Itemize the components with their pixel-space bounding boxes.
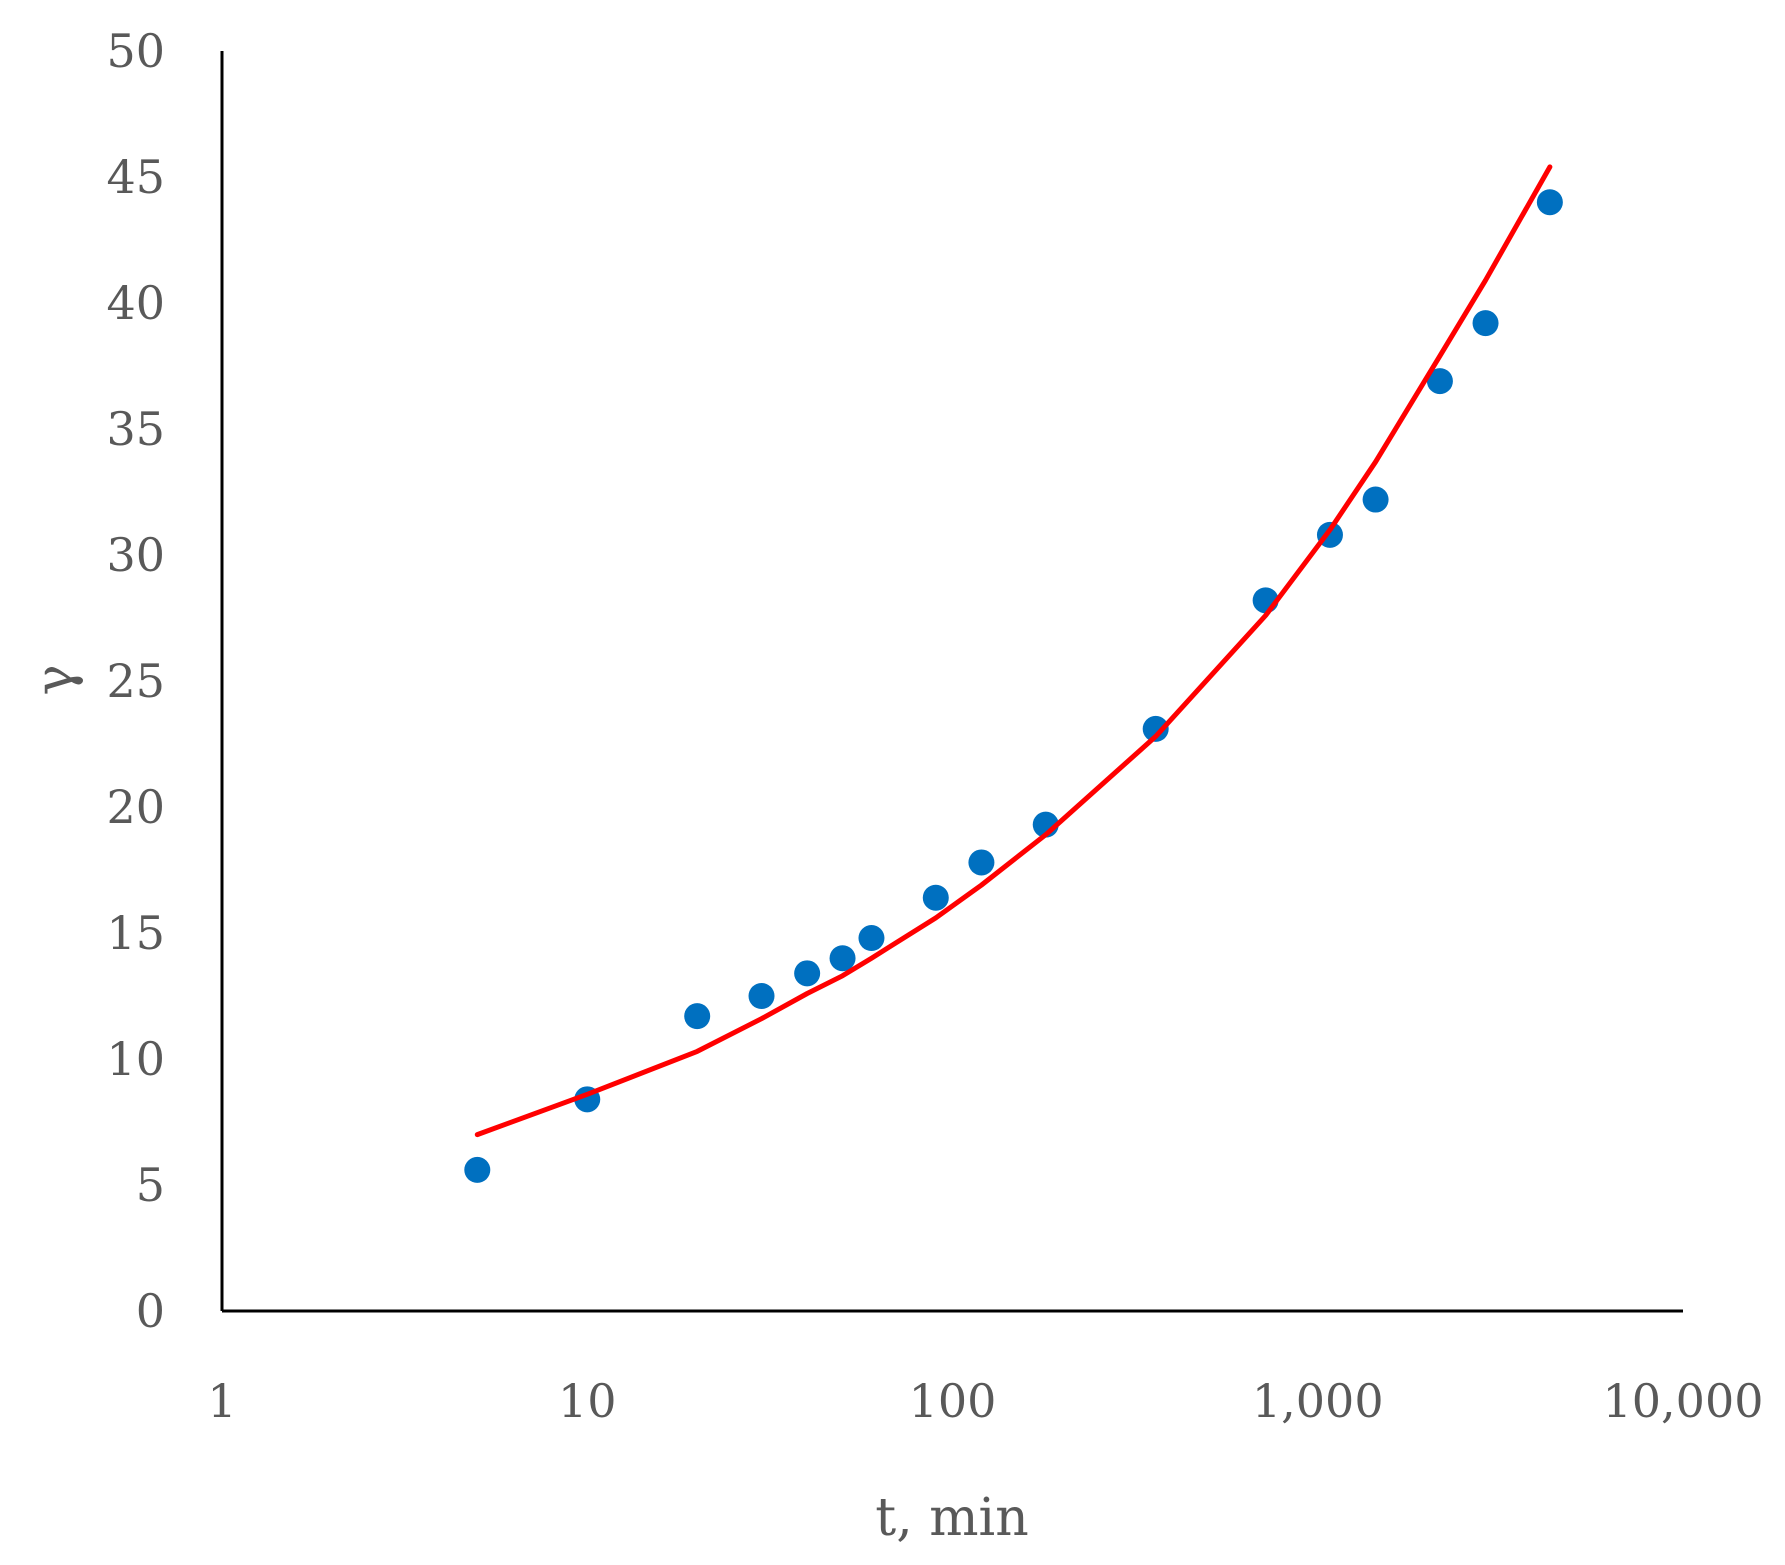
- data-point: [684, 1003, 711, 1030]
- data-point: [794, 960, 821, 987]
- data-point: [1536, 189, 1563, 216]
- fit-curve: [474, 164, 1553, 1138]
- y-tick-label: 25: [106, 654, 165, 708]
- data-point: [829, 945, 856, 972]
- y-tick-label: 10: [106, 1032, 165, 1086]
- y-axis-title: γ: [25, 664, 85, 695]
- y-tick-label: 45: [106, 150, 165, 204]
- x-tick-label: 10,000: [1603, 1374, 1764, 1428]
- y-tick-label: 50: [106, 24, 165, 78]
- y-tick-label: 35: [106, 402, 165, 456]
- y-tick-label: 15: [106, 906, 165, 960]
- y-tick-labels: 0 5 10 15 20 25 30 35 40 45 50: [106, 24, 165, 1338]
- data-point: [464, 1156, 491, 1183]
- x-tick-labels: 1 10 100 1,000 10,000: [207, 1374, 1763, 1428]
- data-point: [968, 849, 995, 876]
- y-tick-label: 20: [106, 780, 165, 834]
- data-point: [858, 925, 885, 952]
- data-point: [922, 884, 949, 911]
- data-point: [1426, 368, 1453, 395]
- data-point: [748, 983, 775, 1009]
- data-point: [1472, 310, 1499, 337]
- x-tick-label: 1: [207, 1374, 236, 1428]
- y-tick-label: 40: [106, 276, 165, 330]
- data-point: [1142, 715, 1169, 742]
- y-tick-label: 5: [136, 1158, 165, 1212]
- x-axis-title: t, min: [875, 1488, 1028, 1548]
- series-layer: [464, 164, 1563, 1183]
- y-tick-label: 30: [106, 528, 165, 582]
- x-tick-label: 100: [909, 1374, 997, 1428]
- y-tick-label: 0: [136, 1284, 165, 1338]
- x-tick-label: 10: [558, 1374, 617, 1428]
- data-point: [1362, 486, 1389, 513]
- x-tick-label: 1,000: [1252, 1374, 1384, 1428]
